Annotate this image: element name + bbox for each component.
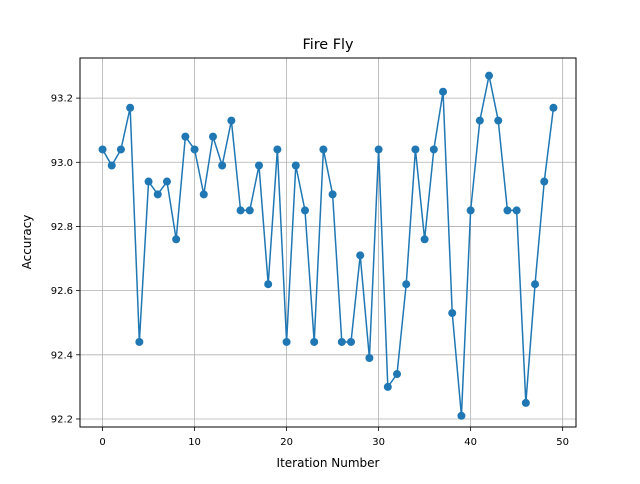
- data-point: [503, 206, 512, 215]
- data-point: [181, 132, 190, 141]
- data-point: [448, 309, 457, 318]
- x-tick-label: 20: [280, 437, 293, 448]
- data-point: [356, 251, 365, 260]
- data-point: [190, 145, 199, 154]
- x-tick-label: 10: [188, 437, 201, 448]
- data-point: [521, 398, 530, 407]
- y-tick-label: 93.2: [51, 94, 73, 105]
- data-point: [429, 145, 438, 154]
- data-point: [457, 411, 466, 420]
- plot-area: [80, 58, 576, 427]
- data-point: [393, 370, 402, 379]
- data-point: [466, 206, 475, 215]
- data-point: [199, 190, 208, 199]
- y-tick-label: 92.6: [51, 286, 73, 297]
- grid-lines: [80, 58, 576, 427]
- data-point: [144, 177, 153, 186]
- data-point: [383, 382, 392, 391]
- data-point: [365, 354, 374, 363]
- data-point: [420, 235, 429, 244]
- data-point: [328, 190, 337, 199]
- plot-frame: [79, 57, 577, 428]
- data-point: [347, 337, 356, 346]
- data-point: [374, 145, 383, 154]
- y-tick-label: 92.2: [51, 414, 73, 425]
- data-point: [162, 177, 171, 186]
- data-point: [540, 177, 549, 186]
- data-point: [254, 161, 263, 170]
- chart-title: Fire Fly: [302, 37, 354, 53]
- y-axis-ticks: 92.2 92.4 92.6 92.8 93.0 93.2: [51, 94, 80, 425]
- y-tick-label: 93.0: [51, 158, 73, 169]
- data-point: [153, 190, 162, 199]
- data-point: [116, 145, 125, 154]
- x-axis-label: Iteration Number: [277, 456, 380, 470]
- x-tick-label: 40: [464, 437, 477, 448]
- data-point: [208, 132, 217, 141]
- data-point: [291, 161, 300, 170]
- data-point: [475, 116, 484, 125]
- data-point: [135, 337, 144, 346]
- data-point: [172, 235, 181, 244]
- y-axis-label: Accuracy: [20, 215, 34, 270]
- y-tick-label: 92.8: [51, 222, 73, 233]
- data-point: [402, 280, 411, 289]
- data-point: [236, 206, 245, 215]
- data-point: [98, 145, 107, 154]
- data-point: [264, 280, 273, 289]
- y-tick-label: 92.4: [51, 350, 73, 361]
- data-point: [439, 87, 448, 96]
- series-line: [101, 74, 555, 417]
- x-tick-label: 0: [99, 437, 105, 448]
- data-point: [531, 280, 540, 289]
- data-point: [411, 145, 420, 154]
- data-point: [273, 145, 282, 154]
- series-group: [98, 71, 558, 420]
- data-point: [282, 337, 291, 346]
- data-point: [494, 116, 503, 125]
- x-axis-ticks: 0 10 20 30 40 50: [99, 427, 569, 448]
- data-point: [549, 103, 558, 112]
- data-point: [300, 206, 309, 215]
- x-tick-label: 50: [556, 437, 569, 448]
- data-point: [310, 337, 319, 346]
- x-tick-label: 30: [372, 437, 385, 448]
- data-point: [485, 71, 494, 80]
- data-point: [337, 337, 346, 346]
- data-point: [512, 206, 521, 215]
- data-point: [245, 206, 254, 215]
- data-point: [126, 103, 135, 112]
- data-point: [107, 161, 116, 170]
- data-point: [227, 116, 236, 125]
- data-point: [319, 145, 328, 154]
- data-point: [218, 161, 227, 170]
